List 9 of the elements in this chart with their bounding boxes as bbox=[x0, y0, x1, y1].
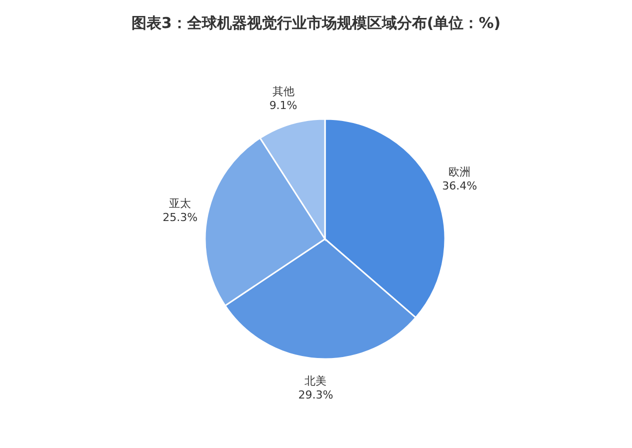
chart-title: 图表3：全球机器视觉行业市场规模区域分布(单位：%) bbox=[130, 13, 502, 34]
slice-label: 欧洲 bbox=[448, 166, 471, 179]
slice-label: 其他 bbox=[272, 84, 294, 98]
slice-label: 北美 bbox=[304, 374, 327, 388]
slice-label: 亚太 bbox=[169, 196, 192, 210]
data-label: 25.3% bbox=[162, 210, 198, 224]
data-label: 9.1% bbox=[269, 98, 298, 112]
data-label: 36.4% bbox=[442, 180, 478, 193]
data-label: 29.3% bbox=[298, 388, 334, 402]
